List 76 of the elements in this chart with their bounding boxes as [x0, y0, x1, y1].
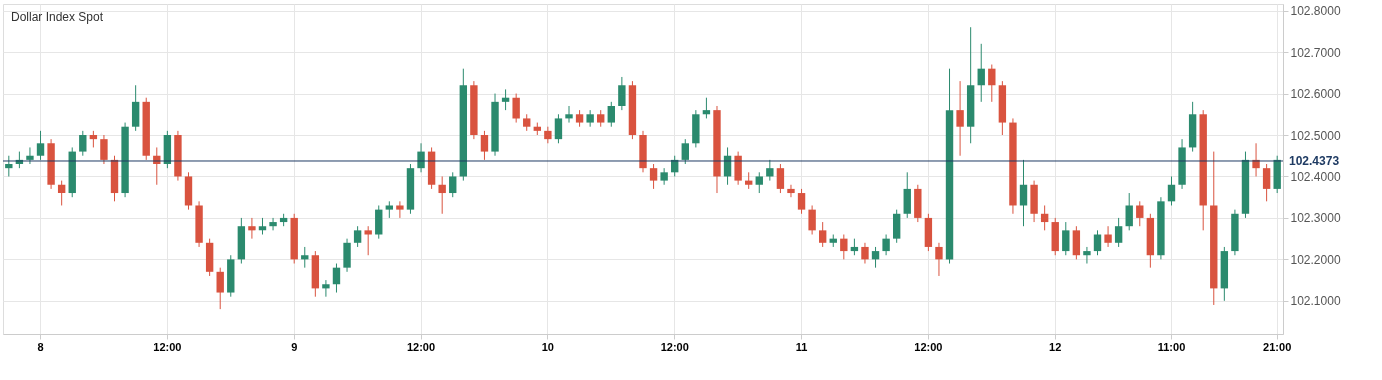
x-tick-label: 12:00 — [660, 340, 689, 353]
candlestick — [301, 246, 309, 269]
y-tick-label: 102.6000 — [1290, 87, 1341, 102]
candlestick — [935, 242, 943, 277]
candlestick — [501, 88, 510, 111]
y-tick-label: 102.2000 — [1290, 252, 1341, 267]
candlestick — [871, 246, 880, 269]
candlestick — [1136, 200, 1144, 227]
candlestick — [57, 180, 66, 206]
candlestick — [988, 64, 996, 103]
y-tick-label: 102.3000 — [1290, 211, 1341, 226]
y-tick-label: 102.7000 — [1290, 45, 1341, 60]
candlestick — [882, 234, 890, 256]
y-tick-label: 102.5000 — [1290, 128, 1341, 143]
candlestick — [808, 204, 816, 235]
candlestick — [565, 105, 573, 124]
candlestick — [26, 146, 34, 165]
candlestick — [322, 279, 330, 298]
x-tick-label: 9 — [291, 340, 298, 353]
candlestick — [1104, 225, 1112, 248]
candlestick — [417, 142, 425, 173]
candlestick — [755, 171, 763, 194]
candlestick — [5, 155, 13, 177]
x-tick-label: 12 — [1049, 340, 1062, 353]
candlestick — [248, 217, 256, 240]
candlestick — [449, 171, 457, 198]
candlestick — [797, 188, 806, 215]
y-tick-label: 102.8000 — [1290, 4, 1341, 19]
candlestick — [554, 113, 563, 144]
candlestick — [269, 217, 277, 231]
candlestick — [607, 101, 615, 128]
candlestick — [1040, 204, 1049, 231]
candlestick — [544, 126, 552, 144]
candlestick — [79, 130, 87, 157]
candlestick — [649, 163, 658, 190]
candlestick — [1062, 221, 1070, 256]
x-tick-label: 10 — [541, 340, 554, 353]
x-tick-label: 12:00 — [406, 340, 436, 353]
candlestick — [438, 175, 446, 215]
y-tick-label: 102.4000 — [1290, 169, 1341, 184]
candlestick — [480, 130, 489, 161]
candlestick — [364, 225, 372, 256]
candlestick — [956, 80, 964, 157]
candlestick — [776, 163, 785, 194]
candlestick — [512, 93, 520, 124]
candlestick — [977, 43, 985, 103]
candlestick — [787, 184, 795, 198]
candlestick — [1114, 217, 1123, 248]
x-tick-label: 12:00 — [153, 340, 182, 353]
candlestick — [840, 234, 848, 260]
candlestick — [332, 263, 341, 294]
candlestick — [618, 76, 626, 111]
candlestick — [660, 167, 668, 186]
ref-line-label: 102.4373 — [1289, 154, 1340, 168]
candlestick — [396, 200, 404, 219]
candlestick — [818, 221, 827, 248]
candlestick — [1093, 229, 1102, 256]
x-tick-label: 8 — [37, 340, 44, 353]
x-tick-label: 11:00 — [1157, 340, 1186, 353]
candlestick — [1019, 159, 1028, 227]
x-tick-label: 12:00 — [914, 340, 943, 353]
candlestick — [1262, 163, 1271, 202]
candlestick — [1083, 246, 1091, 265]
candlestick — [1125, 192, 1133, 231]
candlestick — [216, 267, 224, 310]
x-tick-label: 21:00 — [1263, 340, 1292, 353]
candlestick — [1167, 175, 1176, 206]
x-tick-label: 11 — [795, 340, 808, 353]
candlestick — [681, 138, 689, 165]
candlestick — [861, 242, 869, 265]
candlestick — [702, 97, 711, 119]
candlestick — [353, 225, 362, 248]
y-tick-label: 102.1000 — [1290, 294, 1341, 309]
text: Dollar Index Spot — [11, 10, 104, 24]
candlestick — [36, 130, 45, 161]
candlestick — [100, 134, 108, 165]
